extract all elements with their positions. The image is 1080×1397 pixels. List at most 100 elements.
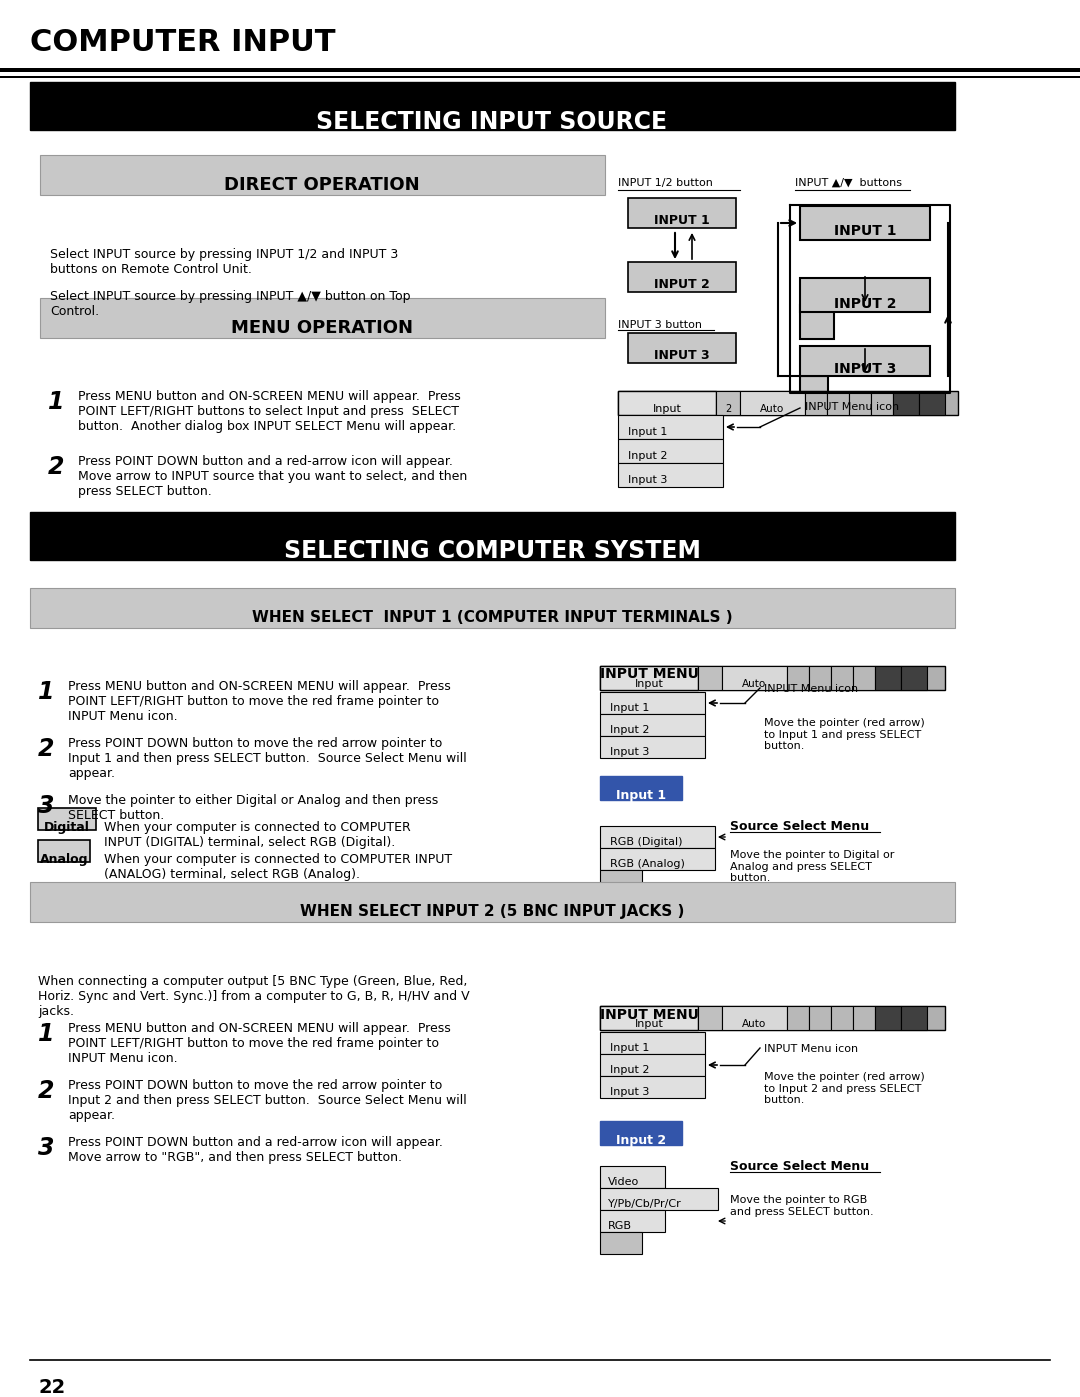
Text: COMPUTER INPUT: COMPUTER INPUT [30, 28, 336, 57]
Bar [600, 1006, 698, 1030]
Text: Select INPUT source by pressing INPUT 1/2 and INPUT 3
buttons on Remote Control : Select INPUT source by pressing INPUT 1/… [50, 249, 399, 277]
Bar [0, 68, 1080, 73]
Text: Press POINT DOWN button and a red-arrow icon will appear.
Move arrow to INPUT so: Press POINT DOWN button and a red-arrow … [78, 455, 468, 497]
Text: 2: 2 [725, 404, 731, 414]
Bar [600, 666, 698, 690]
Bar [600, 848, 715, 870]
Text: MENU OPERATION: MENU OPERATION [231, 319, 413, 337]
Text: 1: 1 [38, 1023, 54, 1046]
Text: INPUT Menu icon: INPUT Menu icon [764, 1044, 859, 1053]
Bar [30, 588, 955, 629]
Text: Move the pointer to either Digital or Analog and then press
SELECT button.: Move the pointer to either Digital or An… [68, 793, 438, 821]
Bar [600, 666, 945, 690]
Text: Input 2: Input 2 [610, 1065, 649, 1076]
Text: WHEN SELECT INPUT 2 (5 BNC INPUT JACKS ): WHEN SELECT INPUT 2 (5 BNC INPUT JACKS ) [300, 904, 685, 919]
Bar [627, 263, 735, 292]
Text: 3: 3 [38, 793, 54, 819]
Bar [831, 666, 853, 690]
Text: Input: Input [635, 1018, 663, 1030]
Bar [893, 391, 919, 415]
Text: Digital: Digital [44, 821, 90, 834]
Bar [723, 1006, 787, 1030]
Bar [600, 1120, 681, 1146]
Bar [809, 1006, 831, 1030]
Bar [30, 511, 955, 560]
Bar [600, 870, 642, 893]
Bar [800, 305, 834, 339]
Text: INPUT 3 button: INPUT 3 button [618, 320, 702, 330]
Text: Input 1: Input 1 [627, 427, 667, 437]
Bar [618, 415, 723, 439]
Text: Input 3: Input 3 [610, 1087, 649, 1097]
Text: INPUT 1: INPUT 1 [654, 214, 710, 226]
Text: RGB: RGB [608, 1221, 632, 1231]
Bar [901, 1006, 927, 1030]
Bar [901, 666, 927, 690]
Bar [809, 666, 831, 690]
Bar [875, 666, 901, 690]
Bar [919, 391, 945, 415]
Text: Input 1: Input 1 [616, 789, 666, 802]
Text: INPUT ▲/▼  buttons: INPUT ▲/▼ buttons [795, 177, 902, 189]
Bar [831, 1006, 853, 1030]
Bar [627, 198, 735, 228]
Text: Input 2: Input 2 [627, 451, 667, 461]
Text: INPUT 3: INPUT 3 [834, 362, 896, 376]
Text: 22: 22 [38, 1377, 65, 1397]
Text: Press POINT DOWN button to move the red arrow pointer to
Input 1 and then press : Press POINT DOWN button to move the red … [68, 738, 467, 780]
Text: Press POINT DOWN button to move the red arrow pointer to
Input 2 and then press : Press POINT DOWN button to move the red … [68, 1078, 467, 1122]
Text: 3: 3 [38, 1136, 54, 1160]
Text: Press MENU button and ON-SCREEN MENU will appear.  Press
POINT LEFT/RIGHT button: Press MENU button and ON-SCREEN MENU wil… [78, 390, 461, 433]
Text: Press MENU button and ON-SCREEN MENU will appear.  Press
POINT LEFT/RIGHT button: Press MENU button and ON-SCREEN MENU wil… [68, 680, 450, 724]
Text: 2: 2 [38, 1078, 54, 1104]
Text: Input: Input [635, 679, 663, 689]
Bar [600, 1076, 705, 1098]
Text: Press POINT DOWN button and a red-arrow icon will appear.
Move arrow to "RGB", a: Press POINT DOWN button and a red-arrow … [68, 1136, 443, 1164]
Bar [600, 1166, 665, 1187]
Text: Input 3: Input 3 [610, 747, 649, 757]
Bar [740, 391, 805, 415]
Text: Auto: Auto [760, 404, 784, 414]
Bar [875, 1006, 901, 1030]
Text: WHEN SELECT  INPUT 1 (COMPUTER INPUT TERMINALS ): WHEN SELECT INPUT 1 (COMPUTER INPUT TERM… [252, 610, 732, 624]
Text: INPUT MENU: INPUT MENU [600, 1009, 699, 1023]
Bar [600, 736, 705, 759]
Bar [600, 775, 681, 800]
Bar [600, 1032, 705, 1053]
Bar [30, 882, 955, 922]
Bar [38, 807, 96, 830]
Bar [723, 666, 787, 690]
Text: Input 1: Input 1 [610, 1044, 649, 1053]
Text: INPUT MENU: INPUT MENU [600, 666, 699, 680]
Text: Move the pointer (red arrow)
to Input 2 and press SELECT
button.: Move the pointer (red arrow) to Input 2 … [764, 1071, 924, 1105]
Text: Video: Video [608, 1178, 639, 1187]
Text: Source Select Menu: Source Select Menu [730, 820, 869, 833]
Bar [618, 439, 723, 462]
Text: Input 1: Input 1 [610, 703, 649, 712]
Bar [787, 1006, 809, 1030]
Text: Input 2: Input 2 [616, 1134, 666, 1147]
Bar [716, 391, 740, 415]
Text: INPUT Menu icon: INPUT Menu icon [764, 685, 859, 694]
Bar [800, 346, 930, 376]
Text: Input: Input [652, 404, 681, 414]
Bar [40, 298, 605, 338]
Text: Auto: Auto [742, 1018, 766, 1030]
Bar [600, 1006, 945, 1030]
Text: 1: 1 [48, 390, 65, 414]
Text: INPUT 2: INPUT 2 [654, 278, 710, 291]
Bar [787, 666, 809, 690]
Text: RGB (Digital): RGB (Digital) [610, 837, 683, 847]
Text: 2: 2 [38, 738, 54, 761]
Bar [600, 1232, 642, 1255]
Text: INPUT 3: INPUT 3 [654, 349, 710, 362]
Text: INPUT Menu icon: INPUT Menu icon [805, 402, 900, 412]
Bar [600, 826, 715, 848]
Bar [38, 840, 90, 862]
Bar [600, 1053, 705, 1076]
Bar [40, 155, 605, 196]
Text: Source Select Menu: Source Select Menu [730, 1160, 869, 1173]
Text: Y/Pb/Cb/Pr/Cr: Y/Pb/Cb/Pr/Cr [608, 1199, 681, 1208]
Bar [853, 666, 875, 690]
Text: Move the pointer to RGB
and press SELECT button.: Move the pointer to RGB and press SELECT… [730, 1194, 874, 1217]
